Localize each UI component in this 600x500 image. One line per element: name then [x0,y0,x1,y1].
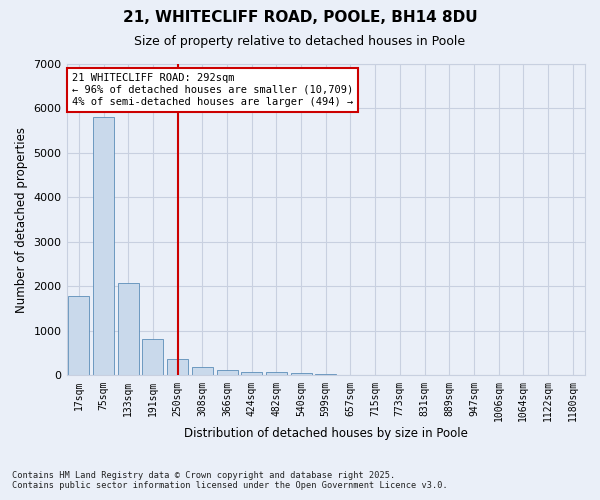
Y-axis label: Number of detached properties: Number of detached properties [15,126,28,312]
Bar [142,339,163,376]
Bar [167,359,188,376]
X-axis label: Distribution of detached houses by size in Poole: Distribution of detached houses by size … [184,427,468,440]
Bar [118,283,139,376]
Bar [68,296,89,376]
Bar [217,370,238,376]
Bar [241,372,262,376]
Bar [290,373,311,376]
Bar [192,366,213,376]
Bar [93,116,114,376]
Text: Contains HM Land Registry data © Crown copyright and database right 2025.
Contai: Contains HM Land Registry data © Crown c… [12,470,448,490]
Text: 21 WHITECLIFF ROAD: 292sqm
← 96% of detached houses are smaller (10,709)
4% of s: 21 WHITECLIFF ROAD: 292sqm ← 96% of deta… [72,74,353,106]
Bar [340,375,361,376]
Bar [315,374,336,376]
Bar [266,372,287,376]
Text: Size of property relative to detached houses in Poole: Size of property relative to detached ho… [134,35,466,48]
Text: 21, WHITECLIFF ROAD, POOLE, BH14 8DU: 21, WHITECLIFF ROAD, POOLE, BH14 8DU [122,10,478,25]
